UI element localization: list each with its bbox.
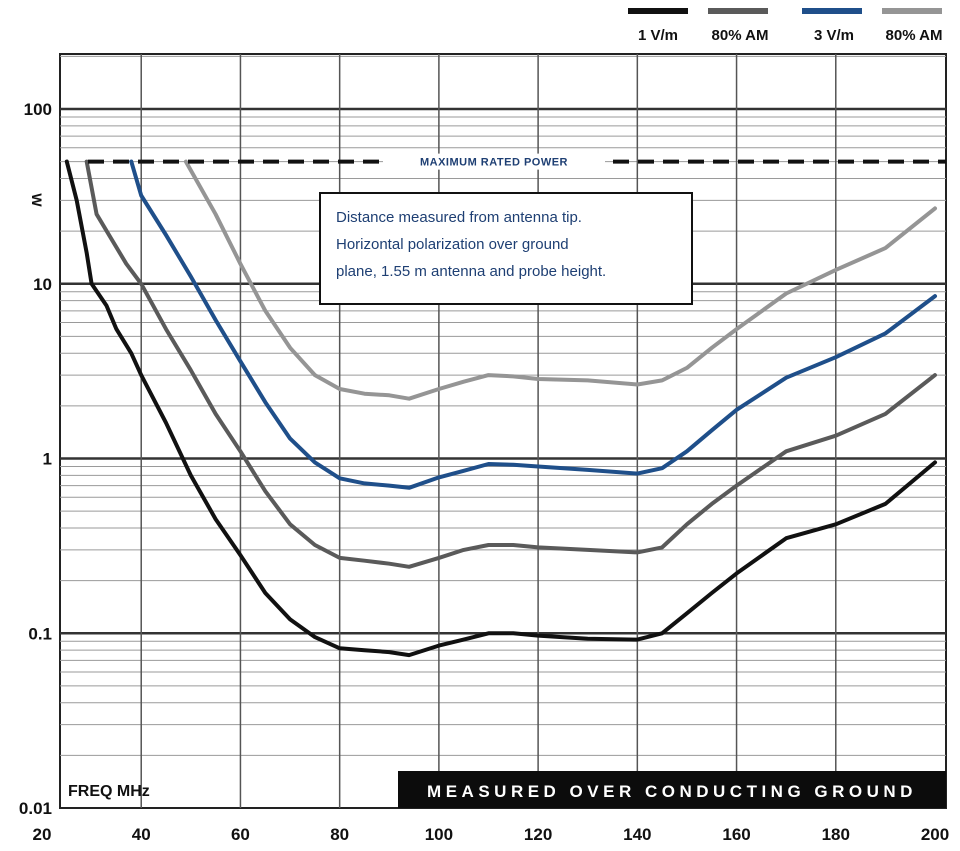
x-tick-label: 20 (33, 825, 52, 844)
max-rated-power-label: MAXIMUM RATED POWER (420, 157, 568, 169)
annotation-box (319, 192, 693, 305)
y-tick-label: 10 (33, 275, 52, 294)
y-tick-label: 0.1 (28, 624, 52, 643)
series-line-1 (64, 159, 937, 658)
series-line-3 (129, 159, 937, 490)
annotation-line: Distance measured from antenna tip. (336, 209, 582, 226)
axis-ticks: 20 40 60 80 100 120 140 160 180 200 100 10 1 0.1 0.01 (19, 100, 949, 844)
annotation-line: plane, 1.55 m antenna and probe height. (336, 263, 606, 280)
banner-background (398, 771, 946, 808)
annotation-line: Horizontal polarization over ground (336, 236, 569, 253)
banner-text: MEASURED OVER CONDUCTING GROUND (427, 782, 917, 801)
legend: 1 V/m 80% AM 3 V/m 80% AM (628, 8, 943, 44)
x-axis-label: FREQ MHz (68, 783, 150, 800)
legend-label-2: 80% AM (712, 27, 769, 44)
x-tick-label: 60 (231, 825, 250, 844)
legend-label-1: 1 V/m (638, 27, 678, 44)
x-tick-label: 160 (722, 825, 750, 844)
x-tick-label: 40 (132, 825, 151, 844)
series-lines (64, 159, 937, 658)
x-tick-label: 200 (921, 825, 949, 844)
series-line-2 (84, 159, 937, 569)
y-tick-label: 0.01 (19, 799, 52, 818)
plot-frame (59, 53, 947, 809)
legend-label-3: 3 V/m (814, 27, 854, 44)
x-tick-label: 100 (425, 825, 453, 844)
x-tick-label: 120 (524, 825, 552, 844)
x-tick-label: 80 (330, 825, 349, 844)
series-line-4 (183, 159, 937, 401)
y-tick-label: 100 (24, 100, 52, 119)
max-power-label-bg (383, 153, 605, 170)
y-tick-label: 1 (43, 450, 52, 469)
x-tick-label: 180 (822, 825, 850, 844)
x-tick-label: 140 (623, 825, 651, 844)
annotations: MAXIMUM RATED POWER Distance measured fro… (29, 153, 946, 808)
legend-label-4: 80% AM (886, 27, 943, 44)
y-axis-label: W (29, 193, 45, 207)
